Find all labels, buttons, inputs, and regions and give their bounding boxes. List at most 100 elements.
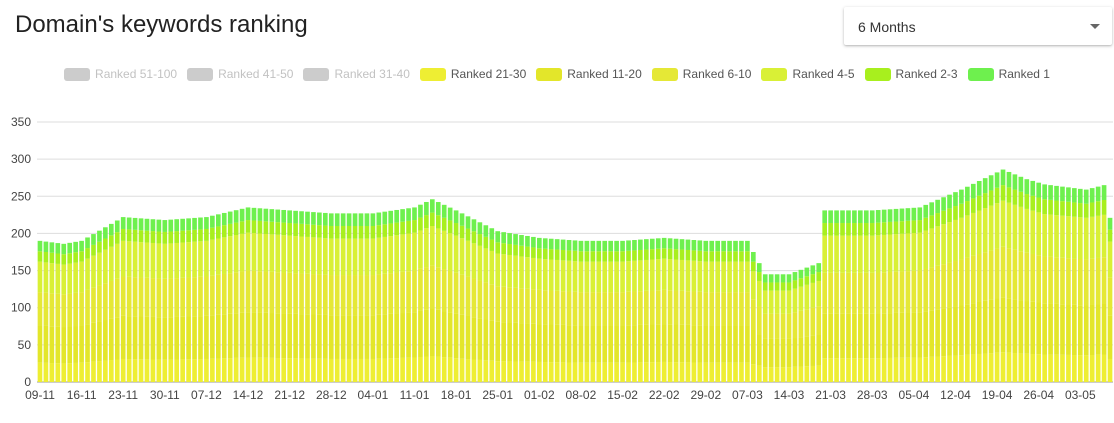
bar-segment-ranked-6-10 [739,292,744,326]
bar-segment-ranked-1 [929,202,935,216]
bar-segment-ranked-1 [691,240,697,251]
bar-segment-ranked-6-10 [216,274,221,315]
bar-segment-ranked-4-5 [911,233,917,271]
bar-segment-ranked-4-5 [156,243,162,279]
bar-segment-ranked-4-5 [1083,217,1089,260]
bar-segment-ranked-6-10 [471,278,477,318]
bar-segment-ranked-6-10 [572,291,578,326]
bar-segment-ranked-6-10 [626,291,631,326]
bar-segment-ranked-4-5 [1060,215,1065,258]
bar-segment-ranked-11-20 [869,313,875,359]
bar-segment-ranked-11-20 [863,313,869,359]
bar-segment-ranked-1 [596,240,602,252]
bar-segment-ranked-11-20 [1089,304,1095,356]
bar-segment-ranked-6-10 [257,271,263,313]
bar-segment-ranked-2-3 [1072,202,1077,217]
bar-segment-ranked-21-30 [495,361,501,382]
bar-segment-ranked-2-3 [323,225,328,239]
period-select[interactable]: 6 Months [844,7,1112,45]
legend-item-ranked-6-10[interactable]: Ranked 6-10 [651,65,751,83]
bar-segment-ranked-6-10 [721,292,726,326]
bar-segment-ranked-11-20 [257,312,263,358]
bar-segment-ranked-4-5 [233,235,239,273]
bar-segment-ranked-1 [852,210,857,224]
bar-segment-ranked-4-5 [947,222,952,263]
bar-segment-ranked-11-20 [293,313,298,359]
bar-segment-ranked-1 [1000,169,1006,186]
bar-segment-ranked-21-30 [210,358,215,382]
bar-segment-ranked-4-5 [846,235,851,273]
bar-segment-ranked-11-20 [245,312,251,358]
bar-segment-ranked-6-10 [679,290,685,325]
bar-segment-ranked-6-10 [953,261,958,307]
bar-segment-ranked-2-3 [566,250,572,261]
bar-segment-ranked-11-20 [340,315,346,359]
bar-segment-ranked-4-5 [67,263,73,294]
bar-segment-ranked-21-30 [441,357,447,382]
bar-segment-ranked-1 [281,209,287,223]
bar-segment-ranked-21-30 [733,362,738,382]
bar-segment-ranked-11-20 [49,326,55,364]
bar-segment-ranked-4-5 [780,290,786,314]
bar-segment-ranked-21-30 [970,354,976,382]
bar-segment-ranked-21-30 [388,358,394,382]
bar-segment-ranked-21-30 [192,359,197,382]
bar-segment-ranked-2-3 [614,251,619,262]
bar-segment-ranked-1 [620,240,625,252]
bar-segment-ranked-2-3 [340,226,346,239]
bar-segment-ranked-4-5 [816,280,822,307]
bar-segment-ranked-11-20 [792,338,798,367]
legend-item-ranked-21-30[interactable]: Ranked 21-30 [419,65,526,83]
legend-item-ranked-4-5[interactable]: Ranked 4-5 [761,65,855,83]
bar-segment-ranked-11-20 [394,313,399,359]
legend-item-ranked-31-40[interactable]: Ranked 31-40 [303,65,410,83]
bar-segment-ranked-2-3 [863,223,869,236]
bar-segment-ranked-11-20 [495,321,501,362]
bar-segment-ranked-1 [786,274,792,283]
bar-segment-ranked-1 [1095,186,1101,202]
bar-segment-ranked-6-10 [346,275,352,316]
bar-segment-ranked-2-3 [37,251,43,262]
bar-segment-ranked-21-30 [221,358,227,382]
bar-segment-ranked-2-3 [1107,229,1113,242]
legend-item-ranked-1[interactable]: Ranked 1 [967,65,1050,83]
x-tick-label: 03-05 [1065,388,1096,402]
bar-segment-ranked-1 [370,213,376,226]
bar-segment-ranked-11-20 [85,324,90,363]
bar-segment-ranked-4-5 [251,233,257,271]
bar-segment-ranked-11-20 [323,314,328,359]
bar-segment-ranked-21-30 [525,361,530,382]
legend-item-ranked-2-3[interactable]: Ranked 2-3 [864,65,958,83]
bar-segment-ranked-21-30 [976,353,982,382]
bar-segment-ranked-2-3 [685,249,691,261]
bar-segment-ranked-2-3 [108,235,114,247]
bar-segment-ranked-11-20 [751,330,756,365]
legend-item-ranked-51-100[interactable]: Ranked 51-100 [64,65,177,83]
legend-item-ranked-11-20[interactable]: Ranked 11-20 [536,65,642,83]
bar-segment-ranked-1 [970,183,976,199]
bar-segment-ranked-2-3 [941,210,946,225]
bar-segment-ranked-1 [638,239,643,250]
bar-segment-ranked-1 [97,230,102,242]
bar-segment-ranked-21-30 [1000,352,1006,382]
bar-segment-ranked-2-3 [489,239,495,251]
bar-segment-ranked-6-10 [1024,252,1030,302]
bar-segment-ranked-11-20 [858,313,863,359]
bar-segment-ranked-21-30 [108,360,114,382]
bar-segment-ranked-6-10 [79,292,84,326]
bar-segment-ranked-21-30 [905,357,911,382]
bar-segment-ranked-1 [204,217,209,229]
bar-segment-ranked-1 [198,217,203,230]
bar-segment-ranked-4-5 [328,238,334,276]
bar-segment-ranked-1 [180,218,185,231]
bar-segment-ranked-6-10 [970,255,976,304]
bar-segment-ranked-21-30 [887,357,893,382]
bar-segment-ranked-1 [542,238,548,249]
legend-item-ranked-41-50[interactable]: Ranked 41-50 [187,65,293,83]
bar-segment-ranked-21-30 [780,367,786,382]
bar-segment-ranked-1 [994,172,1000,188]
bar-segment-ranked-6-10 [917,270,923,313]
bar-segment-ranked-6-10 [590,292,596,326]
bar-segment-ranked-21-30 [531,361,536,382]
bar-segment-ranked-1 [263,208,269,222]
